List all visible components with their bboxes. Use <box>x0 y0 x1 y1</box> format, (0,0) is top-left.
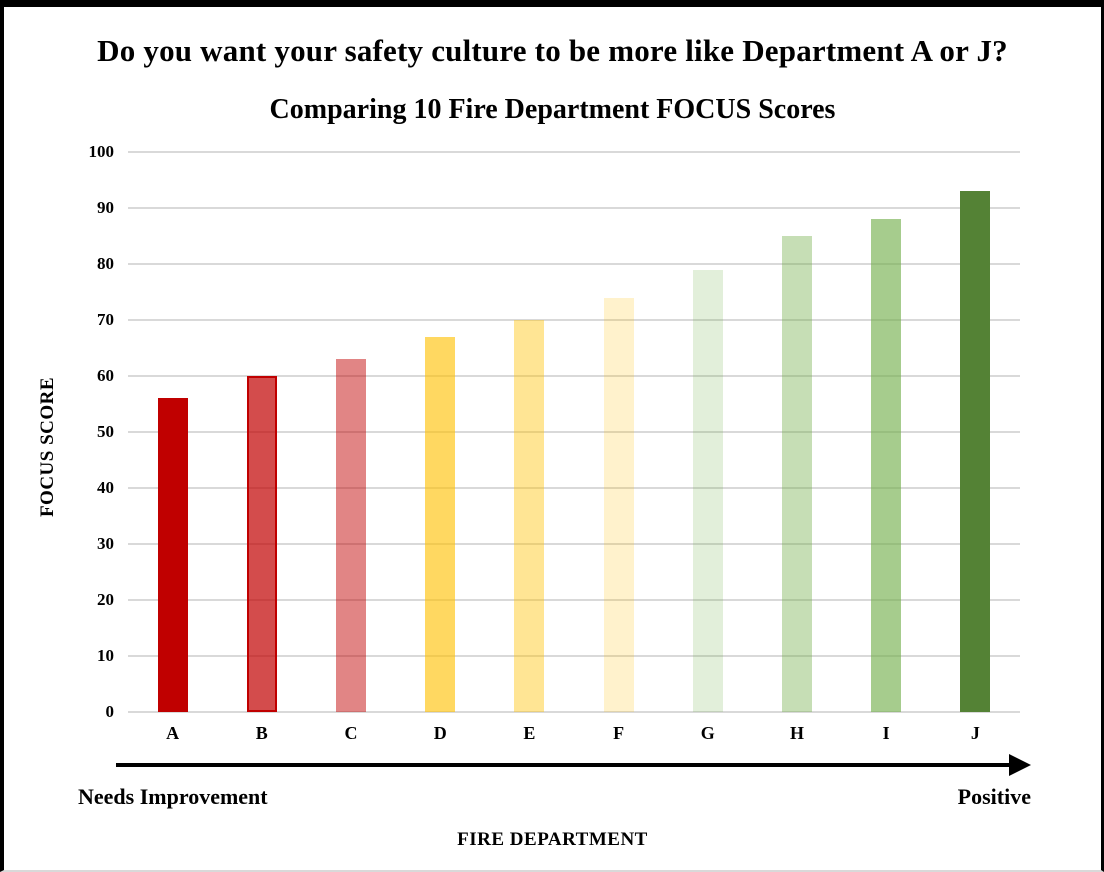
gridline-10 <box>128 655 1020 657</box>
bar-D <box>425 336 456 712</box>
x-tick-label-D: D <box>433 723 447 743</box>
gridline-90 <box>128 207 1020 209</box>
y-tick-label-10: 10 <box>97 646 114 665</box>
x-tick-label-H: H <box>789 723 805 743</box>
x-tick-label-A: A <box>166 723 180 743</box>
bar-G <box>692 269 723 712</box>
y-tick-label-40: 40 <box>97 478 114 497</box>
y-tick-label-60: 60 <box>97 366 114 385</box>
x-tick-label-G: G <box>700 723 715 743</box>
gridline-0 <box>128 711 1020 713</box>
plot-area <box>128 151 1020 713</box>
y-tick-label-100: 100 <box>88 142 115 161</box>
gridline-20 <box>128 599 1020 601</box>
annotation-needs-improvement: Needs Improvement <box>78 784 268 809</box>
x-axis-arrow-head-icon <box>1009 754 1031 776</box>
bar-F <box>603 297 634 712</box>
y-tick-label-90: 90 <box>97 198 114 217</box>
chart-question-title: Do you want your safety culture to be mo… <box>97 33 1008 68</box>
bar-A <box>157 398 188 712</box>
bar-H <box>782 236 812 712</box>
annotation-positive: Positive <box>957 784 1031 809</box>
x-tick-label-I: I <box>882 723 890 743</box>
gridline-40 <box>128 487 1020 489</box>
x-tick-label-C: C <box>344 723 358 743</box>
y-tick-label-0: 0 <box>105 702 115 721</box>
x-tick-label-B: B <box>255 723 268 743</box>
x-tick-label-J: J <box>970 723 980 743</box>
gridline-70 <box>128 319 1020 321</box>
bar-C <box>336 359 366 712</box>
x-tick-label-E: E <box>523 723 536 743</box>
x-axis-arrow-line <box>116 763 1012 767</box>
gridline-50 <box>128 431 1020 433</box>
bar-J <box>960 191 991 712</box>
x-tick-label-F: F <box>613 723 625 743</box>
x-axis-title: FIRE DEPARTMENT <box>457 829 648 850</box>
chart-title: Comparing 10 Fire Department FOCUS Score… <box>269 94 836 125</box>
y-tick-label-30: 30 <box>97 534 114 553</box>
gridline-80 <box>128 263 1020 265</box>
y-tick-label-50: 50 <box>97 422 114 441</box>
bar-I <box>871 219 902 712</box>
bar-B <box>246 376 277 712</box>
y-tick-label-80: 80 <box>97 254 114 273</box>
gridline-30 <box>128 543 1020 545</box>
bar-E <box>514 320 545 712</box>
gridline-100 <box>128 151 1020 153</box>
y-axis-tick-labels: 0 10 20 30 40 50 60 70 80 90 100 <box>44 142 115 721</box>
y-tick-label-20: 20 <box>97 590 114 609</box>
gridline-60 <box>128 375 1020 377</box>
y-tick-label-70: 70 <box>97 310 114 329</box>
x-axis-tick-labels: A B C D E F G H I J <box>128 723 1020 749</box>
